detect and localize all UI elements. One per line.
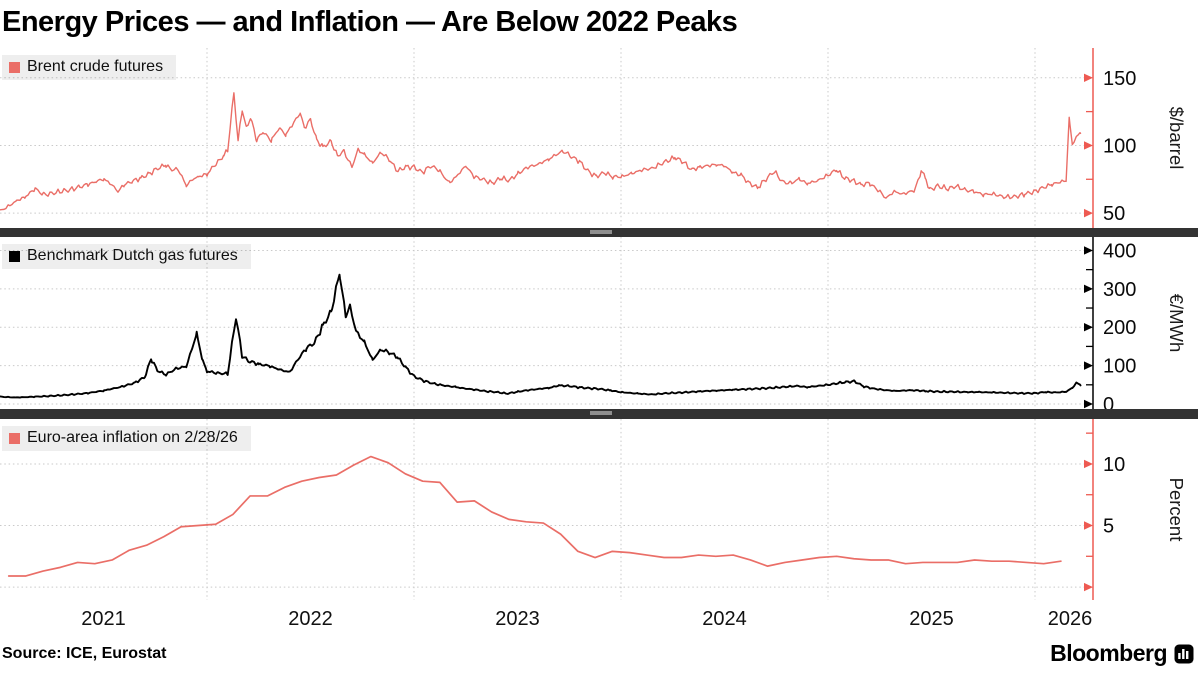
legend-label: Brent crude futures xyxy=(27,58,164,75)
x-tick-label: 2025 xyxy=(909,608,954,630)
y-axis-unit-label: Percent xyxy=(1166,478,1187,542)
y-axis-tick-arrow-icon xyxy=(1084,459,1093,469)
source-note: Source: ICE, Eurostat xyxy=(2,644,167,662)
x-tick-label: 2021 xyxy=(81,608,126,630)
brent-series-line xyxy=(0,92,1082,211)
legend-swatch-icon xyxy=(9,250,20,262)
panel-svg-inflation: 10 5 Percent xyxy=(0,419,1187,600)
y-axis-tick-arrow-icon xyxy=(1084,284,1093,294)
y-axis-tick-arrow-icon xyxy=(1084,521,1093,530)
x-tick-label: 2024 xyxy=(702,608,747,630)
y-axis-tick-arrow-icon xyxy=(1084,208,1093,218)
gas-series-line xyxy=(0,273,1082,399)
y-axis-tick-label: 50 xyxy=(1103,203,1125,225)
panel-inflation: 10 5 Percent Euro-area inflation on 2/28/2… xyxy=(0,419,1198,600)
legend-brent: Brent crude futures xyxy=(2,55,177,80)
bloomberg-wordmark: Bloomberg xyxy=(1050,640,1167,666)
panel-svg-gas: 400 300 200 100 0 €/MWh xyxy=(0,237,1187,409)
y-axis-tick-label: 0 xyxy=(1103,394,1114,409)
y-axis-tick-arrow-icon xyxy=(1084,246,1093,255)
x-axis: 2021 2022 2023 2024 2025 2026 xyxy=(0,600,1198,638)
legend-swatch-icon xyxy=(9,432,20,444)
legend-label: Benchmark Dutch gas futures xyxy=(27,247,238,264)
x-tick-label: 2022 xyxy=(288,608,333,630)
y-axis-tick-label: 100 xyxy=(1103,356,1136,378)
y-axis-tick-label: 200 xyxy=(1103,317,1136,339)
y-axis-tick-arrow-icon xyxy=(1084,141,1093,150)
panel-brent: 150 100 50 $/barrel Brent crude futures xyxy=(0,48,1198,228)
footer: Source: ICE, Eurostat Bloomberg xyxy=(0,638,1198,673)
legend-swatch-icon xyxy=(9,61,20,73)
y-axis-unit-label: €/MWh xyxy=(1166,294,1187,353)
inflation-series-line xyxy=(7,455,1062,577)
y-axis-tick-arrow-icon xyxy=(1084,323,1093,332)
panel-gas: 400 300 200 100 0 €/MWh Benchmark Dutch gas f… xyxy=(0,237,1198,409)
y-axis-tick-arrow-icon xyxy=(1084,582,1093,592)
panel-splitter[interactable] xyxy=(0,409,1198,419)
legend-gas: Benchmark Dutch gas futures xyxy=(2,244,251,269)
y-axis-tick-arrow-icon xyxy=(1084,361,1093,370)
y-axis-tick-arrow-icon xyxy=(1084,399,1093,409)
y-axis-tick-label: 100 xyxy=(1103,135,1136,157)
bloomberg-logo: Bloomberg xyxy=(1050,640,1194,667)
legend-inflation: Euro-area inflation on 2/28/26 xyxy=(2,426,251,451)
y-axis-tick-arrow-icon xyxy=(1084,73,1093,82)
y-axis-tick-label: 400 xyxy=(1103,240,1136,262)
legend-label: Euro-area inflation on 2/28/26 xyxy=(27,429,238,446)
y-axis-unit-label: $/barrel xyxy=(1166,107,1187,170)
y-axis-tick-label: 5 xyxy=(1103,516,1114,538)
panel-splitter[interactable] xyxy=(0,228,1198,237)
y-axis-tick-label: 10 xyxy=(1103,454,1125,476)
splitter-grip-icon[interactable] xyxy=(590,230,612,234)
chart-title: Energy Prices — and Inflation — Are Belo… xyxy=(2,6,738,38)
y-axis-tick-label: 150 xyxy=(1103,68,1136,90)
y-axis-tick-label: 300 xyxy=(1103,279,1136,301)
bloomberg-terminal-icon xyxy=(1174,644,1194,663)
x-tick-label: 2023 xyxy=(495,608,540,630)
panel-svg-brent: 150 100 50 $/barrel xyxy=(0,48,1187,228)
x-tick-label: 2026 xyxy=(1047,608,1093,630)
splitter-grip-icon[interactable] xyxy=(590,411,612,415)
